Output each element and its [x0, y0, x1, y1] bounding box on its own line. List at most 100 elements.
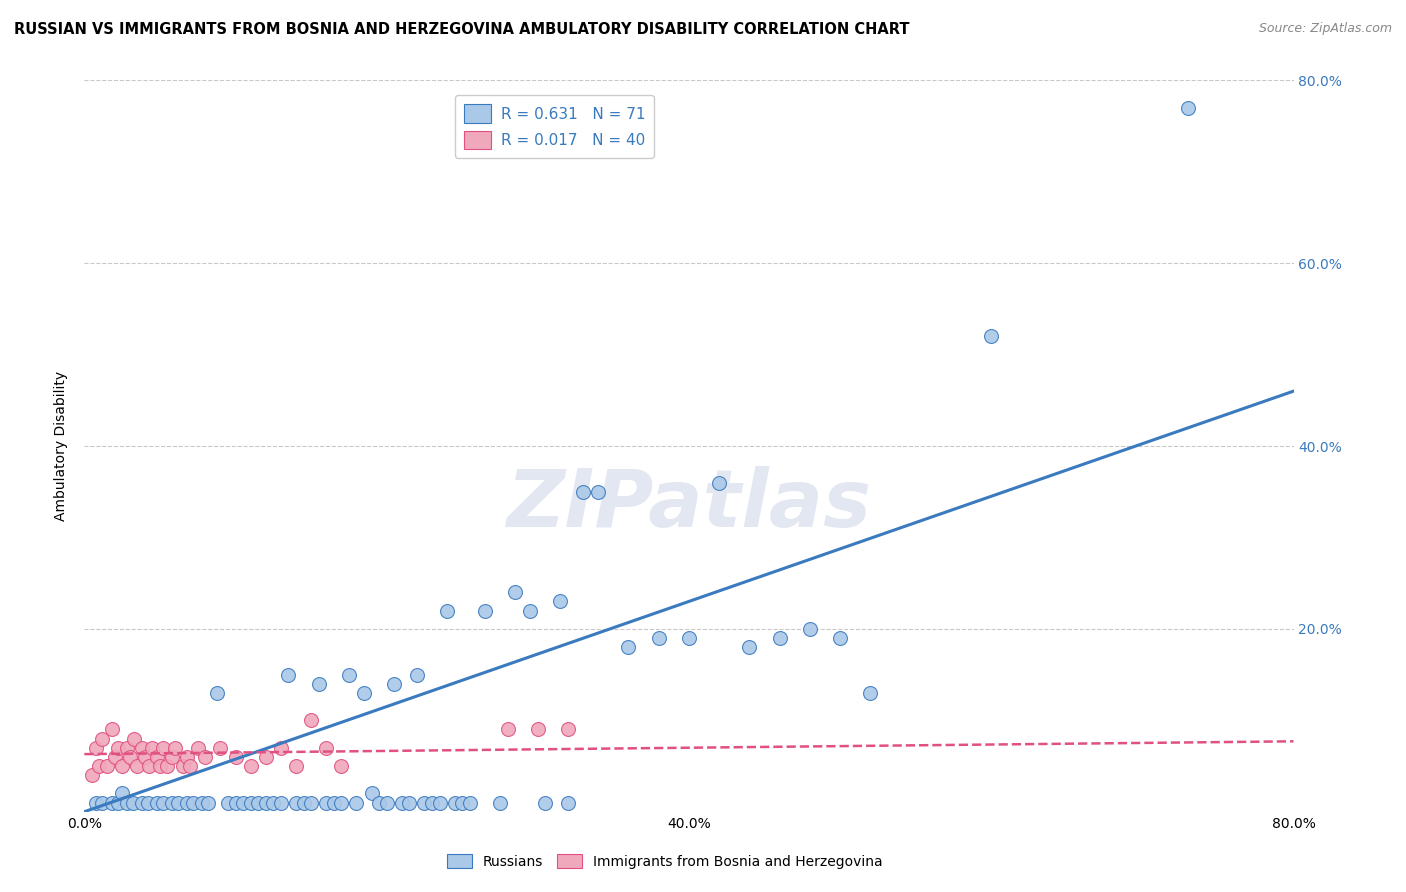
Point [191, 796, 214, 810]
Point [176, 796, 198, 810]
Point [194, 749, 217, 764]
Point [617, 640, 640, 655]
Point [118, 749, 141, 764]
Point [149, 759, 172, 773]
Point [187, 740, 209, 755]
Point [413, 796, 436, 810]
Point [429, 796, 451, 810]
Point [360, 787, 382, 801]
Point [152, 740, 174, 755]
Point [550, 594, 572, 608]
Point [86, 740, 108, 755]
Point [436, 603, 458, 617]
Point [131, 796, 153, 810]
Point [534, 796, 557, 810]
Point [420, 796, 443, 810]
Point [138, 759, 160, 773]
Point [156, 759, 179, 773]
Point [181, 796, 204, 810]
Point [337, 667, 360, 681]
Point [160, 749, 183, 764]
Point [648, 631, 671, 645]
Point [588, 484, 610, 499]
Point [285, 796, 308, 810]
Point [353, 686, 375, 700]
Point [107, 796, 129, 810]
Point [86, 796, 108, 810]
Point [527, 723, 550, 737]
Point [285, 759, 308, 773]
Point [160, 796, 183, 810]
Point [375, 796, 398, 810]
Point [489, 796, 512, 810]
Text: Source: ZipAtlas.com: Source: ZipAtlas.com [1258, 22, 1392, 36]
Point [136, 796, 159, 810]
Point [176, 749, 198, 764]
Point [134, 749, 156, 764]
Point [406, 667, 429, 681]
Point [111, 787, 134, 801]
Point [980, 329, 1002, 343]
Point [131, 740, 153, 755]
Point [277, 667, 299, 681]
Point [474, 603, 496, 617]
Text: RUSSIAN VS IMMIGRANTS FROM BOSNIA AND HERZEGOVINA AMBULATORY DISABILITY CORRELAT: RUSSIAN VS IMMIGRANTS FROM BOSNIA AND HE… [14, 22, 910, 37]
Point [100, 796, 122, 810]
Point [503, 585, 526, 599]
Point [122, 731, 145, 746]
Point [239, 759, 262, 773]
Point [232, 796, 254, 810]
Point [292, 796, 315, 810]
Point [96, 759, 118, 773]
Point [225, 796, 247, 810]
Point [738, 640, 761, 655]
Point [572, 484, 595, 499]
Point [254, 749, 277, 764]
Point [315, 796, 337, 810]
Point [247, 796, 270, 810]
Point [830, 631, 852, 645]
Point [330, 796, 353, 810]
Point [270, 740, 292, 755]
Point [179, 759, 201, 773]
Point [167, 796, 190, 810]
Legend: Russians, Immigrants from Bosnia and Herzegovina: Russians, Immigrants from Bosnia and Her… [441, 848, 889, 874]
Point [382, 676, 405, 690]
Point [299, 714, 322, 728]
Point [458, 796, 481, 810]
Point [104, 749, 127, 764]
Point [89, 759, 111, 773]
Point [91, 796, 114, 810]
Y-axis label: Ambulatory Disability: Ambulatory Disability [55, 371, 69, 521]
Point [111, 759, 134, 773]
Point [107, 740, 129, 755]
Point [80, 768, 103, 782]
Point [299, 796, 322, 810]
Point [172, 759, 194, 773]
Point [127, 759, 149, 773]
Point [391, 796, 413, 810]
Point [769, 631, 792, 645]
Point [262, 796, 284, 810]
Point [451, 796, 474, 810]
Point [121, 796, 143, 810]
Point [368, 796, 391, 810]
Point [557, 796, 579, 810]
Point [152, 796, 174, 810]
Point [217, 796, 239, 810]
Point [239, 796, 262, 810]
Point [398, 796, 420, 810]
Point [225, 749, 247, 764]
Point [322, 796, 344, 810]
Point [709, 475, 731, 490]
Point [346, 796, 368, 810]
Point [496, 723, 519, 737]
Point [115, 796, 138, 810]
Point [91, 731, 114, 746]
Point [270, 796, 292, 810]
Point [209, 740, 232, 755]
Point [330, 759, 353, 773]
Point [799, 622, 821, 636]
Point [1177, 101, 1199, 115]
Point [254, 796, 277, 810]
